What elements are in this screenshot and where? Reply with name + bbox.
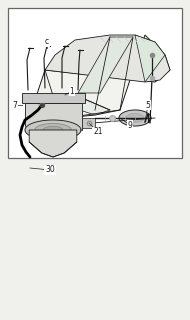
Polygon shape	[82, 118, 95, 128]
Polygon shape	[30, 35, 170, 118]
Polygon shape	[25, 120, 81, 140]
Text: 1: 1	[70, 86, 74, 95]
Polygon shape	[78, 37, 133, 93]
Polygon shape	[29, 130, 77, 157]
Polygon shape	[119, 110, 151, 126]
Polygon shape	[35, 124, 71, 137]
Polygon shape	[30, 95, 75, 118]
Text: 21: 21	[93, 127, 103, 137]
Polygon shape	[49, 124, 67, 132]
Text: 5: 5	[146, 100, 150, 109]
Polygon shape	[126, 114, 144, 122]
Text: c: c	[45, 37, 49, 46]
Polygon shape	[45, 35, 170, 82]
Text: 7: 7	[13, 100, 17, 109]
Polygon shape	[22, 93, 85, 103]
Polygon shape	[25, 103, 82, 130]
Bar	[8, 8, 182, 158]
Polygon shape	[42, 120, 74, 136]
Polygon shape	[30, 115, 42, 130]
Polygon shape	[55, 95, 110, 115]
Text: 9: 9	[127, 121, 132, 130]
Polygon shape	[135, 35, 165, 82]
Text: 30: 30	[45, 165, 55, 174]
Polygon shape	[43, 126, 63, 133]
